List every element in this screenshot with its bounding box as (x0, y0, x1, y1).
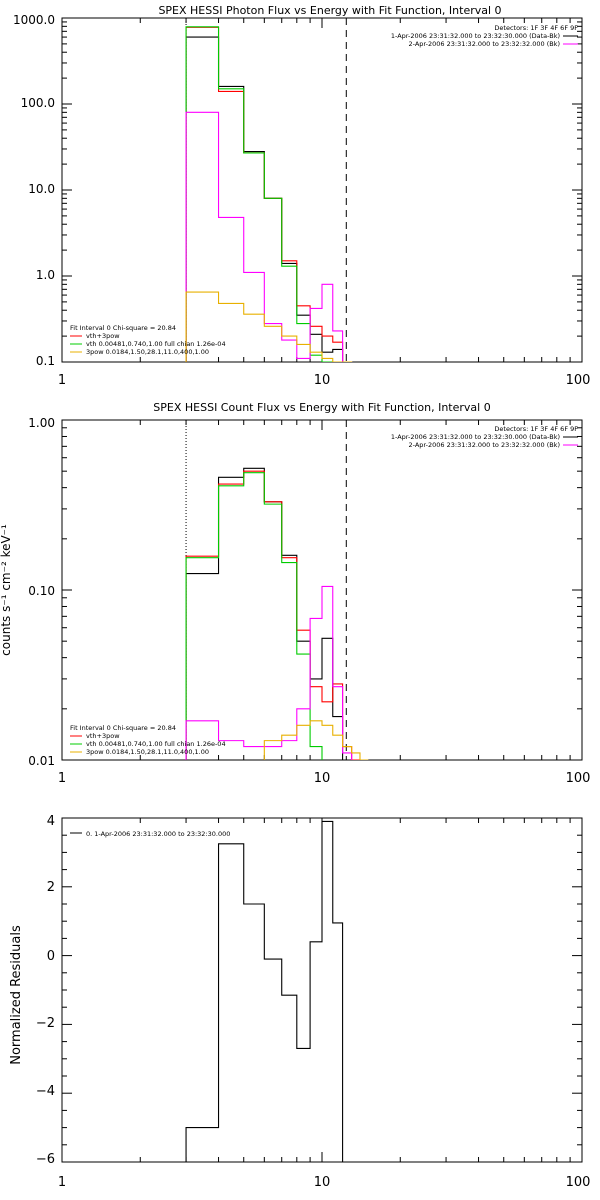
residuals-y-tick-label: −4 (36, 1084, 55, 1099)
photon-flux-fit-3pow-label: 3pow 0.0184,1.50,28.1,11.0,400,1.00 (86, 348, 209, 356)
count-flux-fit-header: Fit Interval 0 Chi-square = 20.84 (70, 724, 176, 732)
photon-flux-series-2-line (185, 26, 344, 362)
count-flux-series-0-line (185, 467, 344, 760)
photon-flux-x-tick-label: 10 (314, 373, 331, 388)
count-flux-x-tick-label: 10 (314, 771, 331, 786)
count-flux-fit-legend: Fit Interval 0 Chi-square = 20.84 vth+3p… (70, 724, 226, 756)
residuals-y-ticks (62, 817, 582, 1163)
residuals-series-0-line (185, 820, 344, 1162)
count-flux-fit-3pow-label: 3pow 0.0184,1.50,28.1,11.0,400,1.00 (86, 748, 209, 756)
photon-flux-y-tick-label: 10.0 (28, 182, 55, 196)
count-flux-series-3-line (185, 585, 353, 760)
photon-flux-series-1-line (185, 26, 344, 362)
residuals-x-tick-label: 1 (58, 1175, 66, 1190)
count-flux-plot-area (61, 419, 582, 761)
count-flux-fit-total-label: vth+3pow (86, 732, 120, 740)
count-flux-y-axis-label: counts s⁻¹ cm⁻² keV⁻¹ (0, 524, 13, 656)
photon-flux-y-tick-label: 1000.0 (13, 13, 55, 27)
photon-flux-y-tick-label: 100.0 (21, 96, 55, 110)
photon-flux-top-legend: Detectors: 1F 3F 4F 6F 9F 1-Apr-2006 23:… (391, 24, 578, 48)
count-flux-x-tick-label: 100 (566, 771, 591, 786)
count-flux-series-4-line (263, 720, 369, 760)
photon-flux-fit-legend: Fit Interval 0 Chi-square = 20.84 vth+3p… (70, 324, 226, 356)
count-flux-top-legend: Detectors: 1F 3F 4F 6F 9F 1-Apr-2006 23:… (391, 425, 578, 449)
count-flux-y-tick-label: 1.00 (28, 416, 55, 430)
residuals-y-tick-label: −2 (36, 1016, 55, 1031)
count-flux-panel: SPEX HESSI Count Flux vs Energy with Fit… (0, 401, 591, 786)
photon-flux-fit-total-label: vth+3pow (86, 332, 120, 340)
photon-flux-title: SPEX HESSI Photon Flux vs Energy with Fi… (158, 4, 501, 17)
count-flux-y-tick-label: 0.01 (28, 754, 55, 768)
residuals-x-tick-label: 10 (314, 1175, 331, 1190)
count-flux-series-2-line (185, 472, 323, 760)
count-flux-fit-vth-label: vth 0.00481,0.740,1.00 full chian 1.26e-… (86, 740, 226, 748)
residuals-panel: Normalized Residuals −6 −4 −2 0 2 4 1 10… (9, 814, 590, 1190)
count-flux-x-tick-label: 1 (58, 771, 66, 786)
photon-flux-y-tick-label: 0.1 (36, 354, 55, 368)
photon-flux-legend-data-bk: 1-Apr-2006 23:31:32.000 to 23:32:30.000 … (391, 32, 560, 40)
residuals-legend: 0. 1-Apr-2006 23:31:32.000 to 23:32:30.0… (70, 830, 230, 838)
photon-flux-x-tick-label: 1 (58, 373, 66, 388)
residuals-y-axis-label: Normalized Residuals (9, 925, 24, 1065)
count-flux-x-tick-labels: 1 10 100 (58, 771, 591, 786)
count-flux-x-ticks (61, 420, 571, 760)
photon-flux-detectors-label: Detectors: 1F 3F 4F 6F 9F (494, 24, 578, 32)
residuals-plot-area (61, 817, 582, 1163)
photon-flux-x-tick-labels: 1 10 100 (58, 373, 591, 388)
residuals-x-ticks (61, 818, 571, 1162)
photon-flux-y-ticks (62, 17, 582, 363)
photon-flux-series-4-line (185, 291, 353, 362)
photon-flux-legend-bk: 2-Apr-2006 23:31:32.000 to 23:32:32.000 … (409, 40, 560, 48)
residuals-legend-label: 0. 1-Apr-2006 23:31:32.000 to 23:32:30.0… (86, 830, 230, 838)
photon-flux-x-tick-label: 100 (566, 373, 591, 388)
residuals-y-tick-label: 2 (47, 880, 55, 895)
residuals-x-tick-label: 100 (566, 1175, 591, 1190)
residuals-y-tick-label: 4 (47, 814, 55, 829)
count-flux-title: SPEX HESSI Count Flux vs Energy with Fit… (153, 401, 490, 414)
photon-flux-fit-vth-label: vth 0.00481,0.740,1.00 full chian 1.26e-… (86, 340, 226, 348)
count-flux-detectors-label: Detectors: 1F 3F 4F 6F 9F (494, 425, 578, 433)
residuals-y-tick-label: 0 (47, 949, 55, 964)
photon-flux-plot-area (61, 17, 582, 363)
count-flux-legend-data-bk: 1-Apr-2006 23:31:32.000 to 23:32:30.000 … (391, 433, 560, 441)
count-flux-y-tick-labels: 0.01 0.10 1.00 (28, 416, 55, 768)
count-flux-legend-bk: 2-Apr-2006 23:31:32.000 to 23:32:32.000 … (409, 441, 560, 449)
photon-flux-y-tick-labels: 0.1 1.0 10.0 100.0 1000.0 (13, 13, 55, 368)
count-flux-y-ticks (62, 419, 582, 761)
residuals-y-tick-labels: −6 −4 −2 0 2 4 (36, 814, 55, 1167)
residuals-x-tick-labels: 1 10 100 (58, 1175, 591, 1190)
photon-flux-y-tick-label: 1.0 (36, 268, 55, 282)
count-flux-y-tick-label: 0.10 (28, 584, 55, 598)
photon-flux-fit-header: Fit Interval 0 Chi-square = 20.84 (70, 324, 176, 332)
photon-flux-series-3-line (185, 111, 353, 362)
residuals-y-tick-label: −6 (36, 1152, 55, 1167)
photon-flux-panel: SPEX HESSI Photon Flux vs Energy with Fi… (13, 4, 590, 388)
photon-flux-series-0-line (185, 36, 344, 362)
